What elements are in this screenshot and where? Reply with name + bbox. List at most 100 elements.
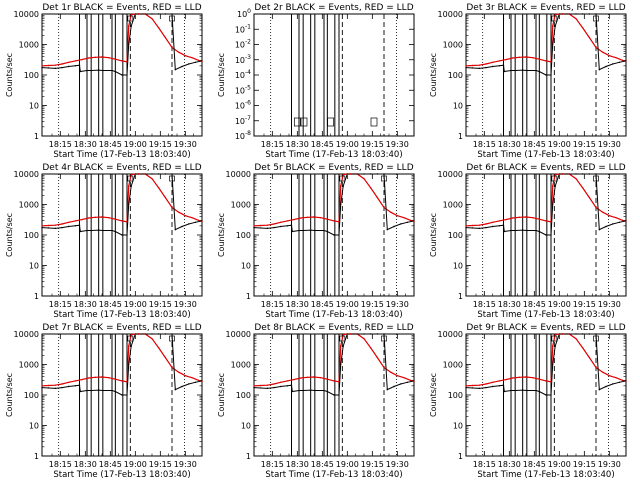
data-point-events bbox=[187, 63, 190, 65]
data-point-events bbox=[266, 227, 269, 230]
data-point-events bbox=[266, 387, 269, 390]
data-point-lld bbox=[67, 381, 70, 384]
x-tick-label: 18:30 bbox=[498, 300, 521, 309]
data-point-lld bbox=[339, 345, 342, 347]
data-point-events bbox=[74, 65, 77, 67]
data-point-lld bbox=[491, 381, 494, 384]
data-point-lld bbox=[498, 380, 501, 382]
y-axis-label: Counts/sec bbox=[217, 53, 226, 97]
data-point-lld bbox=[61, 223, 63, 225]
data-point-events bbox=[273, 226, 275, 229]
data-point-lld bbox=[164, 356, 167, 359]
data-point-events bbox=[550, 234, 552, 236]
data-point-lld bbox=[151, 338, 153, 340]
data-point-events bbox=[298, 389, 300, 392]
y-tick-label: 100 bbox=[237, 8, 251, 19]
data-point-events bbox=[253, 226, 255, 229]
data-point-events bbox=[598, 228, 601, 231]
x-axis-label: Start Time (17-Feb-13 18:03:40) bbox=[477, 470, 614, 480]
panel-det-3: Det 3r BLACK = Events, RED = LLD 1 10 100 10… bbox=[429, 3, 627, 160]
data-point-events bbox=[194, 381, 197, 384]
data-point-events bbox=[78, 64, 81, 66]
data-point-events bbox=[126, 394, 128, 396]
data-point-lld bbox=[471, 384, 474, 387]
saturation-marker bbox=[593, 15, 599, 22]
data-point-events bbox=[286, 385, 289, 387]
data-point-lld bbox=[54, 224, 57, 226]
x-tick-label: 19:30 bbox=[174, 140, 197, 149]
x-axis-label: Start Time (17-Feb-13 18:03:40) bbox=[53, 150, 190, 160]
y-tick-label: 100 bbox=[24, 71, 39, 80]
data-point-lld bbox=[538, 378, 541, 380]
data-point-events bbox=[157, 173, 160, 175]
data-point-lld bbox=[101, 56, 103, 58]
data-point-lld bbox=[561, 333, 564, 335]
data-point-events bbox=[478, 387, 481, 390]
data-point-events bbox=[174, 228, 177, 231]
data-point-events bbox=[393, 225, 395, 228]
data-point-lld bbox=[575, 178, 577, 180]
y-axis-label: Counts/sec bbox=[429, 213, 438, 257]
data-point-lld bbox=[126, 61, 128, 63]
data-point-events bbox=[502, 64, 505, 66]
data-point-lld bbox=[485, 223, 487, 225]
y-tick-label: 10 bbox=[241, 262, 251, 271]
x-tick-label: 19:00 bbox=[548, 460, 571, 469]
data-point-events bbox=[47, 387, 50, 389]
y-tick-label: 10000 bbox=[226, 330, 251, 339]
data-point-events bbox=[491, 65, 494, 68]
data-point-lld bbox=[279, 221, 282, 224]
data-point-lld bbox=[41, 65, 43, 67]
data-point-lld bbox=[326, 378, 329, 380]
data-point-lld bbox=[259, 384, 262, 387]
data-point-lld bbox=[94, 216, 97, 219]
data-point-lld bbox=[478, 64, 481, 66]
data-point-lld bbox=[121, 220, 123, 222]
data-point-lld bbox=[349, 333, 352, 335]
data-point-lld bbox=[127, 25, 130, 27]
data-point-events bbox=[151, 173, 153, 175]
data-point-lld bbox=[266, 384, 269, 386]
data-point-events bbox=[323, 389, 325, 392]
data-point-events bbox=[538, 230, 541, 233]
data-point-events bbox=[478, 227, 481, 230]
data-point-events bbox=[290, 384, 293, 386]
data-point-lld bbox=[601, 211, 604, 213]
data-point-lld bbox=[127, 185, 130, 187]
x-tick-label: 19:15 bbox=[573, 300, 596, 309]
data-point-lld bbox=[197, 59, 200, 62]
data-point-events bbox=[383, 173, 385, 175]
data-point-events bbox=[526, 389, 528, 392]
y-tick-label: 10-4 bbox=[235, 69, 251, 80]
data-point-events bbox=[111, 389, 113, 392]
data-point-events bbox=[130, 25, 132, 27]
empty-bin-marker bbox=[370, 117, 378, 127]
data-point-lld bbox=[558, 173, 561, 175]
data-point-events bbox=[79, 390, 82, 393]
data-point-lld bbox=[126, 221, 128, 223]
data-point-events bbox=[47, 227, 50, 229]
series-line-events bbox=[41, 13, 203, 76]
data-point-events bbox=[535, 389, 537, 392]
y-tick-label: 10000 bbox=[438, 170, 463, 179]
data-point-lld bbox=[561, 173, 564, 175]
data-point-events bbox=[491, 385, 494, 388]
saturation-marker bbox=[339, 175, 346, 182]
data-point-lld bbox=[74, 220, 77, 222]
data-point-lld bbox=[505, 218, 507, 221]
x-tick-label: 19:15 bbox=[149, 460, 172, 469]
y-tick-label: 1 bbox=[34, 292, 39, 301]
x-tick-label: 18:15 bbox=[473, 140, 496, 149]
data-point-events bbox=[498, 225, 501, 227]
y-tick-label: 1000 bbox=[231, 201, 251, 210]
x-tick-label: 18:30 bbox=[74, 300, 97, 309]
panel-det-4: Det 4r BLACK = Events, RED = LLD 1 10 100 10… bbox=[5, 163, 203, 320]
data-point-events bbox=[286, 225, 289, 227]
y-tick-label: 1 bbox=[458, 292, 463, 301]
data-point-events bbox=[298, 229, 300, 232]
data-point-events bbox=[611, 63, 614, 65]
data-point-lld bbox=[338, 221, 340, 223]
x-tick-label: 19:00 bbox=[124, 140, 147, 149]
data-point-lld bbox=[478, 224, 481, 226]
x-tick-label: 19:15 bbox=[573, 460, 596, 469]
